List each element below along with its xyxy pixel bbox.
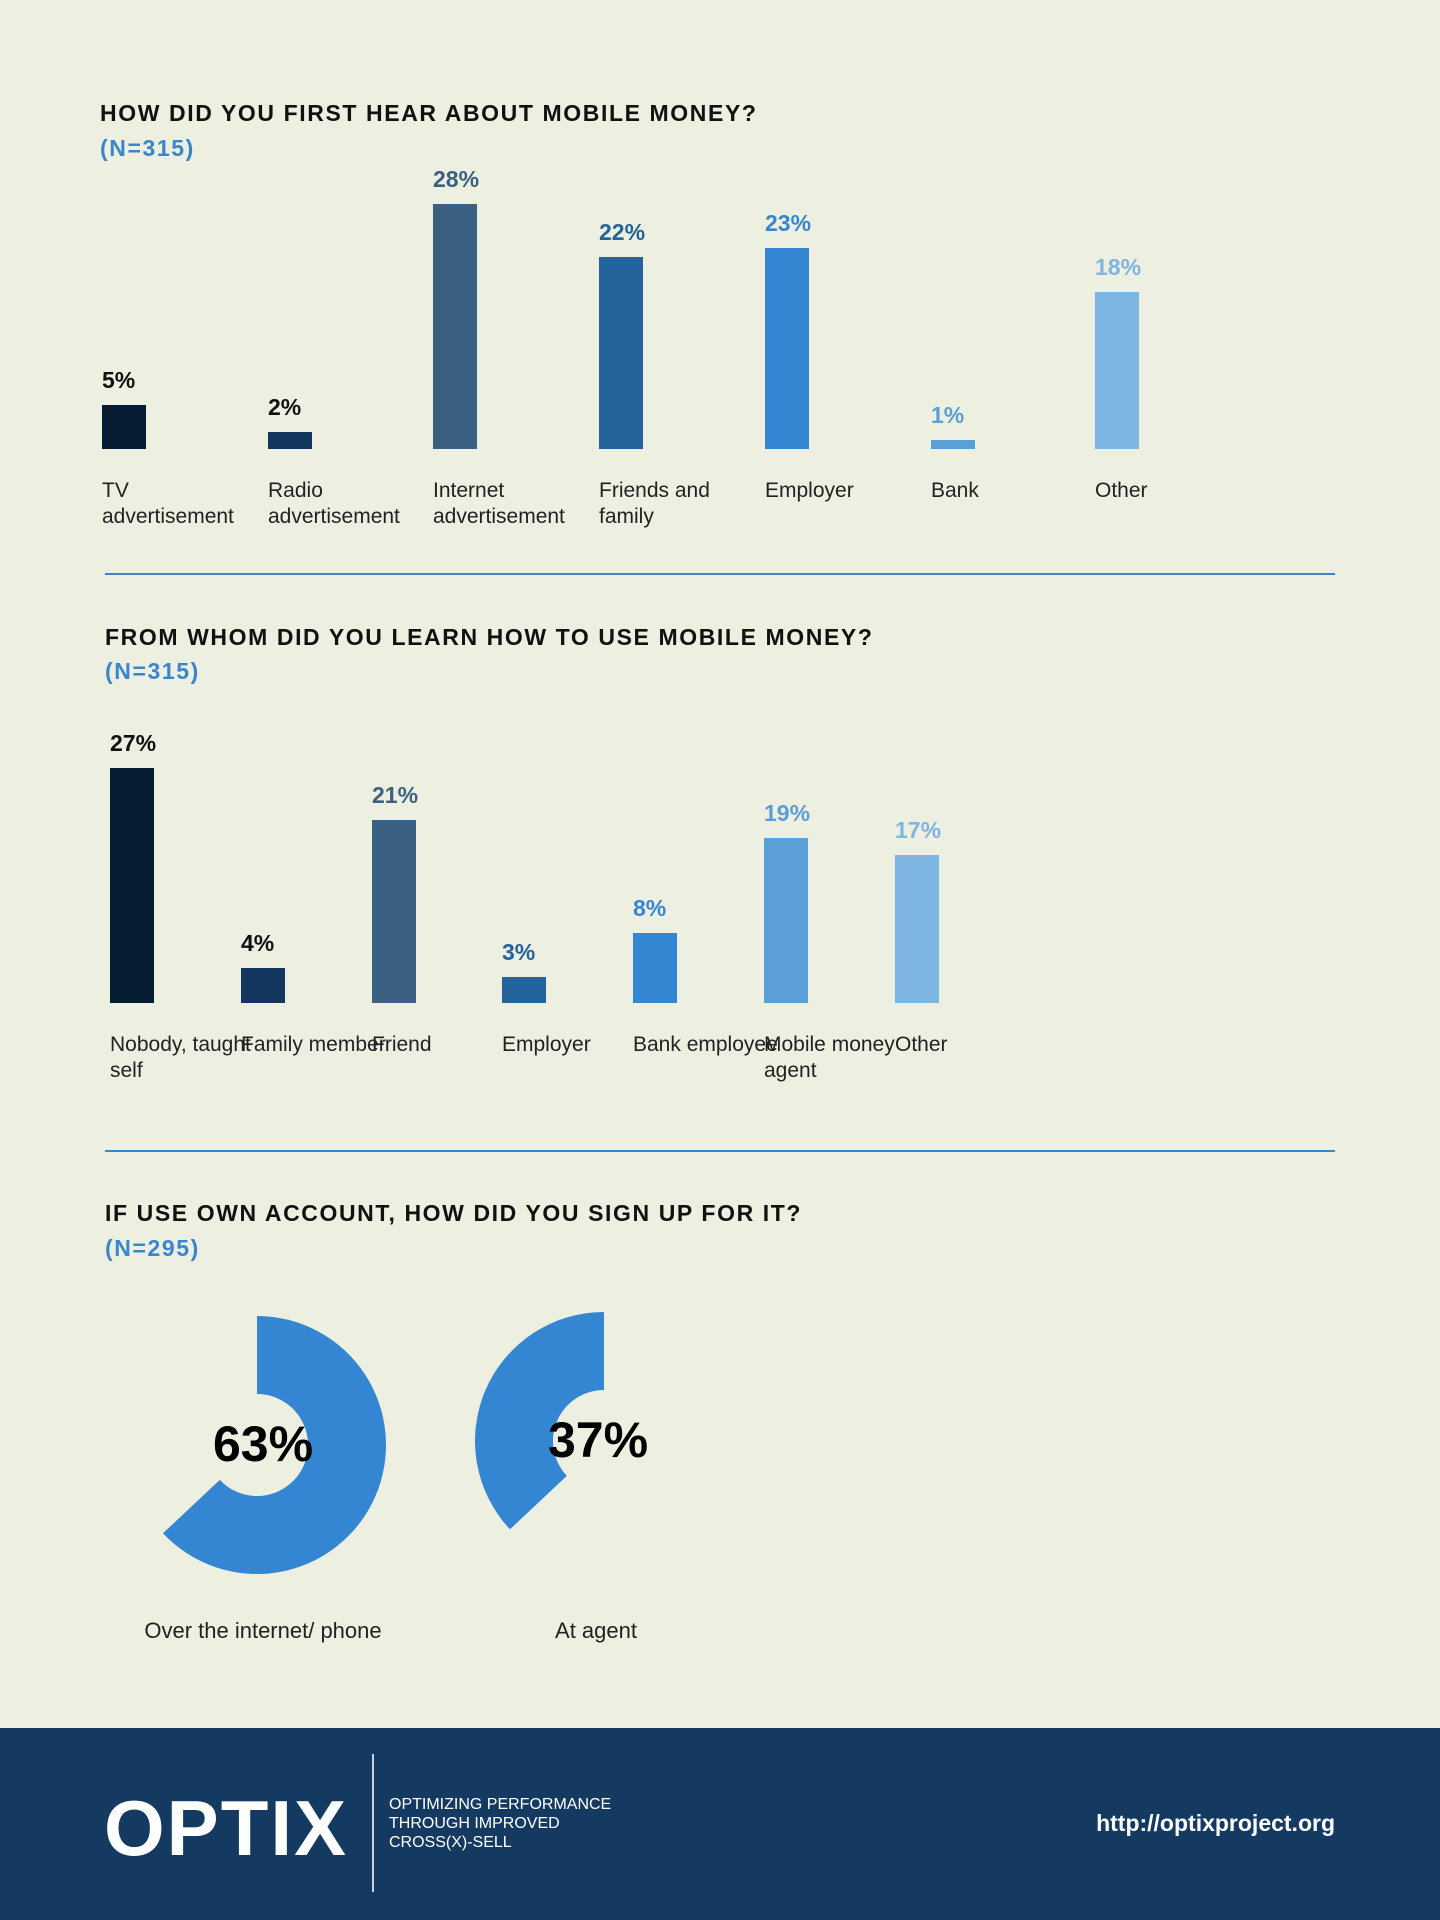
- category-label: Employer: [502, 1033, 591, 1056]
- bar: [372, 820, 416, 1003]
- chart-subtitle: (N=315): [105, 658, 200, 684]
- value-label: 8%: [633, 895, 667, 922]
- value-label: 4%: [241, 930, 275, 957]
- category-label: TV advertisement: [102, 479, 234, 528]
- bar: [633, 933, 677, 1003]
- chart-subtitle: (N=315): [100, 135, 195, 161]
- value-label: 1%: [931, 402, 965, 429]
- bar: [502, 976, 546, 1003]
- tagline: OPTIMIZING PERFORMANCE THROUGH IMPROVED …: [389, 1795, 611, 1852]
- donut-slice: [162, 1316, 386, 1574]
- value-label: 22%: [599, 218, 646, 245]
- logo-divider: [372, 1754, 374, 1892]
- bar: [268, 431, 312, 449]
- bar: [110, 767, 154, 1003]
- tagline-line: OPTIMIZING PERFORMANCE: [389, 1796, 612, 1813]
- divider: [105, 1150, 1335, 1152]
- value-label: 27%: [110, 729, 157, 756]
- value-label: 23%: [765, 209, 812, 236]
- bar: [433, 204, 477, 449]
- category-label: Friends and family: [599, 479, 710, 528]
- value-label: 28%: [433, 166, 480, 192]
- category-label: Other: [1095, 479, 1148, 502]
- donut-slice: [475, 1312, 604, 1530]
- value-label: 63%: [212, 1416, 314, 1472]
- bar: [765, 247, 809, 449]
- chart-title: FROM WHOM DID YOU LEARN HOW TO USE MOBIL…: [105, 624, 874, 650]
- category-label: Other: [895, 1033, 948, 1056]
- donut: [162, 1316, 386, 1574]
- category-label: Friend: [372, 1033, 432, 1056]
- value-label: 2%: [268, 393, 302, 420]
- logo: OPTIX: [104, 1784, 349, 1872]
- value-label: 37%: [547, 1412, 649, 1468]
- value-label: 5%: [102, 367, 136, 394]
- bar: [102, 405, 146, 449]
- value-label: 21%: [372, 782, 419, 809]
- bar: [599, 256, 643, 449]
- category-label: Internet advertisement: [433, 479, 565, 528]
- value-label: 19%: [764, 799, 811, 826]
- category-label: Employer: [765, 479, 854, 502]
- category-label: Bank employee: [633, 1033, 778, 1056]
- category-label: At agent: [555, 1618, 637, 1643]
- value-label: 17%: [895, 816, 942, 843]
- bar: [1095, 291, 1139, 449]
- chart-title: HOW DID YOU FIRST HEAR ABOUT MOBILE MONE…: [100, 100, 758, 126]
- category-label: Family member: [241, 1033, 386, 1056]
- category-label: Radio advertisement: [268, 479, 400, 528]
- chart-title: IF USE OWN ACCOUNT, HOW DID YOU SIGN UP …: [105, 1200, 803, 1226]
- bar: [241, 968, 285, 1003]
- category-label: Bank: [931, 479, 979, 502]
- url[interactable]: http://optixproject.org: [1096, 1810, 1335, 1836]
- donut: [475, 1312, 604, 1530]
- bar: [895, 854, 939, 1003]
- footer: OPTIX OPTIMIZING PERFORMANCE THROUGH IMP…: [0, 1728, 1440, 1920]
- bar: [764, 837, 808, 1003]
- value-label: 18%: [1095, 253, 1142, 280]
- category-label: Nobody, taught self: [110, 1033, 251, 1082]
- bar: [931, 440, 975, 449]
- category-label: Mobile money agent: [764, 1033, 895, 1082]
- tagline-line: CROSS(X)-SELL: [389, 1834, 512, 1851]
- tagline-line: THROUGH IMPROVED: [389, 1815, 560, 1832]
- category-label: Over the internet/ phone: [144, 1618, 382, 1643]
- value-label: 3%: [502, 938, 536, 965]
- divider: [105, 573, 1335, 575]
- chart-subtitle: (N=295): [105, 1235, 200, 1261]
